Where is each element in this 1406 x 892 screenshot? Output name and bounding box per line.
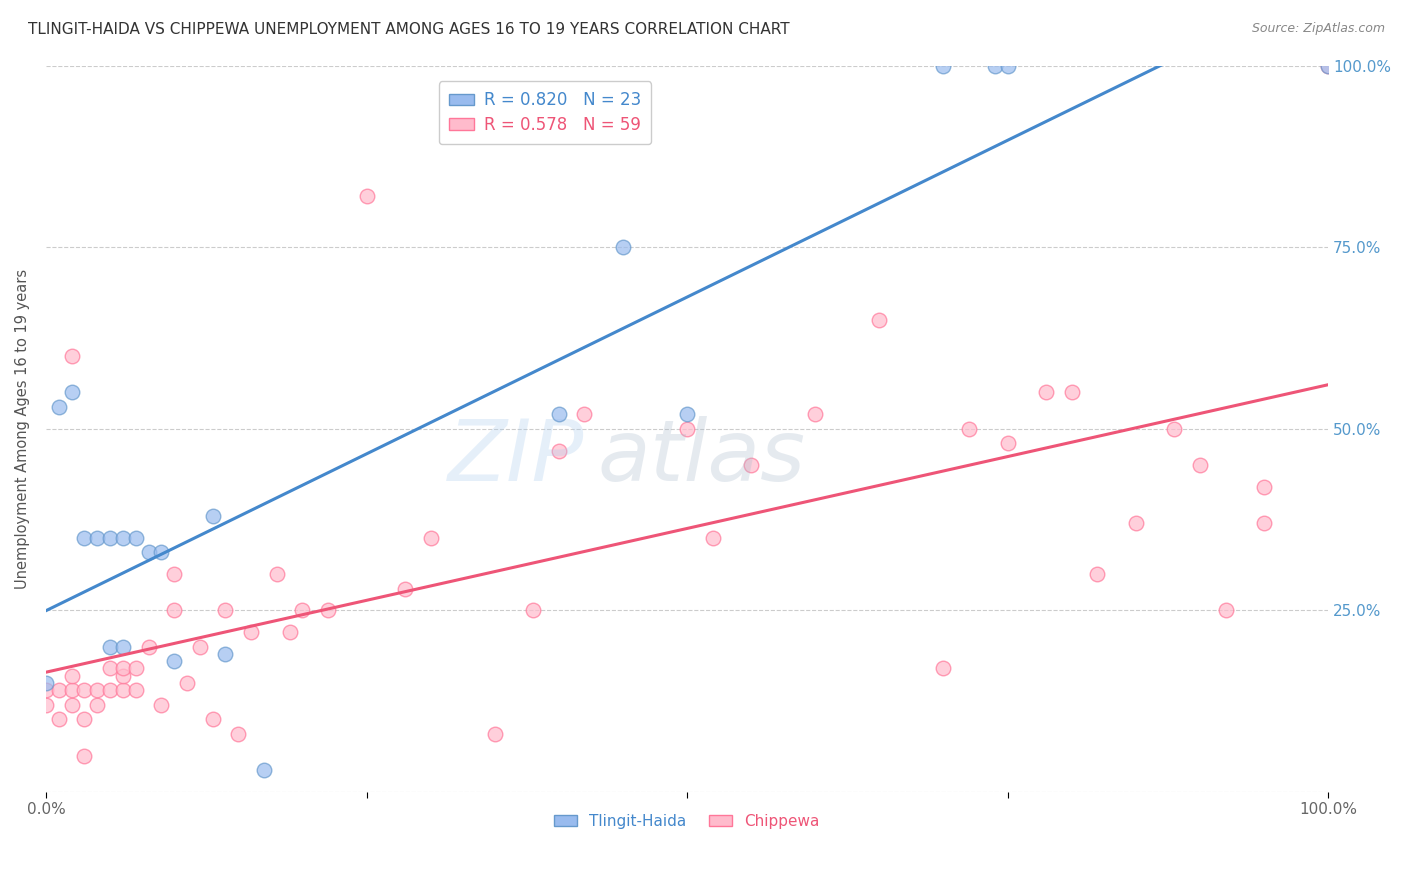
Point (522, 603, 544, 617)
Point (48, 683, 70, 698)
Point (111, 669, 134, 683)
Point (214, 603, 236, 617)
Point (226, 727, 249, 741)
Point (201, 712, 224, 726)
Point (676, 407, 699, 421)
Point (98, 661, 121, 675)
Point (547, 443, 569, 458)
Point (125, 661, 148, 675)
Point (111, 531, 134, 545)
Point (1317, 59, 1340, 73)
Point (163, 603, 186, 617)
Point (163, 654, 186, 668)
Point (253, 763, 276, 777)
Point (957, 422, 980, 436)
Point (868, 313, 890, 327)
Point (932, 661, 955, 675)
Point (1163, 422, 1185, 436)
Point (1085, 567, 1108, 582)
Point (1035, 385, 1057, 400)
Point (394, 582, 416, 596)
Point (266, 567, 288, 582)
Point (1060, 385, 1083, 400)
Point (316, 603, 339, 617)
Point (1253, 480, 1275, 494)
Point (676, 422, 699, 436)
Point (111, 640, 134, 654)
Point (150, 698, 173, 712)
Legend: Tlingit-Haida, Chippewa: Tlingit-Haida, Chippewa (548, 808, 827, 835)
Point (35, 698, 58, 712)
Point (48, 400, 70, 414)
Point (240, 625, 263, 640)
Point (138, 545, 160, 559)
Point (1215, 603, 1237, 617)
Point (98, 531, 121, 545)
Point (98, 683, 121, 698)
Point (150, 545, 173, 559)
Point (163, 567, 186, 582)
Point (73, 712, 96, 726)
Point (60, 698, 83, 712)
Point (804, 407, 827, 421)
Point (1188, 458, 1211, 472)
Point (997, 59, 1019, 73)
Point (291, 603, 314, 617)
Point (48, 712, 70, 726)
Point (740, 458, 762, 472)
Point (125, 683, 148, 698)
Point (73, 748, 96, 763)
Point (547, 407, 569, 421)
Point (35, 683, 58, 698)
Point (1253, 516, 1275, 531)
Point (702, 531, 724, 545)
Text: Source: ZipAtlas.com: Source: ZipAtlas.com (1251, 22, 1385, 36)
Point (997, 436, 1019, 450)
Point (214, 647, 236, 661)
Text: ZIP: ZIP (449, 417, 585, 500)
Point (612, 240, 634, 254)
Point (574, 407, 596, 421)
Point (60, 385, 83, 400)
Point (73, 531, 96, 545)
Point (86, 531, 108, 545)
Point (484, 727, 506, 741)
Point (60, 349, 83, 363)
Point (98, 640, 121, 654)
Point (111, 683, 134, 698)
Point (278, 625, 301, 640)
Point (111, 661, 134, 675)
Point (984, 59, 1007, 73)
Point (125, 531, 148, 545)
Point (419, 531, 441, 545)
Y-axis label: Unemployment Among Ages 16 to 19 years: Unemployment Among Ages 16 to 19 years (15, 268, 30, 589)
Point (86, 683, 108, 698)
Point (60, 683, 83, 698)
Point (138, 640, 160, 654)
Point (1317, 59, 1340, 73)
Text: TLINGIT-HAIDA VS CHIPPEWA UNEMPLOYMENT AMONG AGES 16 TO 19 YEARS CORRELATION CHA: TLINGIT-HAIDA VS CHIPPEWA UNEMPLOYMENT A… (28, 22, 790, 37)
Point (356, 189, 378, 203)
Point (188, 640, 211, 654)
Point (73, 683, 96, 698)
Point (201, 508, 224, 523)
Point (1125, 516, 1147, 531)
Point (86, 698, 108, 712)
Point (176, 676, 198, 690)
Point (35, 676, 58, 690)
Point (60, 669, 83, 683)
Text: atlas: atlas (598, 417, 806, 500)
Point (932, 59, 955, 73)
